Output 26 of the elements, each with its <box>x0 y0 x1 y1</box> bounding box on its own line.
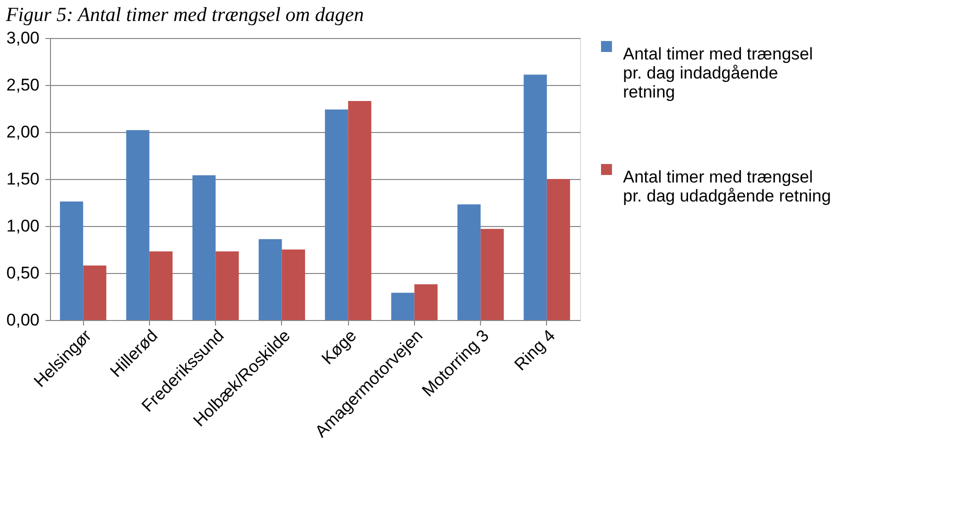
y-tick-label: 1,00 <box>6 216 40 236</box>
bar <box>126 130 150 320</box>
y-tick-label: 0,00 <box>6 310 40 330</box>
bar <box>391 292 414 320</box>
bar <box>480 228 504 320</box>
legend-label: Antal timer med trængsel pr. dag udadgående retning <box>623 168 831 206</box>
bar <box>83 265 106 320</box>
y-tick-label: 2,00 <box>6 122 40 142</box>
bar <box>216 251 239 320</box>
bar <box>149 251 173 320</box>
y-tick-label: 0,50 <box>6 264 40 282</box>
legend-label: Antal timer med trængsel pr. dag indadgående retning <box>623 44 813 102</box>
bar <box>524 74 547 320</box>
bar <box>546 179 570 320</box>
chart-title: Figur 5: Antal timer med trængsel om dagen <box>4 4 364 26</box>
y-tick-label: 3,00 <box>6 28 40 48</box>
y-tick-label: 2,50 <box>6 76 40 94</box>
bar <box>348 100 372 320</box>
y-tick-label: 1,50 <box>6 170 40 188</box>
bar <box>414 284 438 320</box>
bar <box>282 250 306 320</box>
bar <box>457 204 481 320</box>
bar <box>192 175 216 320</box>
bar <box>60 202 84 320</box>
bar <box>258 239 282 320</box>
bar <box>324 109 348 320</box>
